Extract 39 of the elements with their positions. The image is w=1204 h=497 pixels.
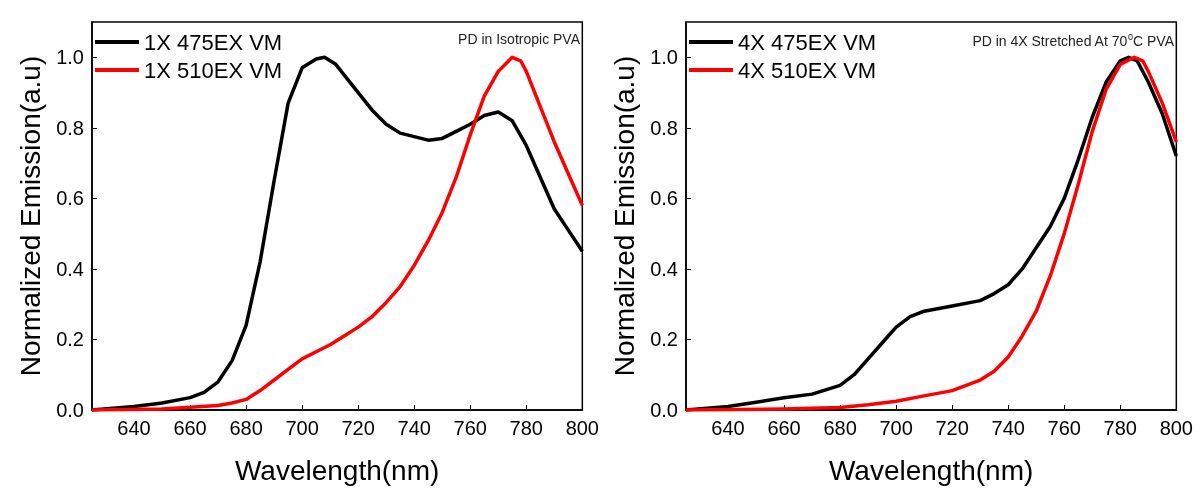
x-tick-label: 640	[117, 417, 151, 439]
x-tick-label: 800	[565, 417, 599, 439]
x-tick-label: 700	[879, 417, 913, 439]
x-tick-label: 680	[229, 417, 263, 439]
y-axis-title: Normalized Emission(a.u)	[14, 55, 46, 377]
x-tick-label: 780	[509, 417, 543, 439]
x-tick-label: 740	[991, 417, 1025, 439]
x-tick-label: 720	[935, 417, 969, 439]
x-axis-title: Wavelength(nm)	[234, 454, 440, 486]
y-tick-label: 0.8	[56, 116, 84, 139]
y-axis-title: Normalized Emission(a.u)	[608, 55, 640, 377]
y-tick-label: 0.0	[56, 399, 84, 421]
x-tick-label: 760	[1047, 417, 1081, 439]
annotation: PD in Isotropic PVA	[458, 31, 581, 47]
y-tick-label: 0.6	[56, 187, 84, 210]
y-tick-label: 0.4	[56, 257, 84, 280]
x-axis-title: Wavelength(nm)	[828, 454, 1034, 486]
legend-label: 1X 510EX VM	[144, 57, 283, 83]
x-tick-label: 740	[397, 417, 431, 439]
x-tick-label: 660	[767, 417, 801, 439]
x-tick-label: 700	[285, 417, 319, 439]
y-tick-label: 1.0	[650, 46, 678, 69]
x-tick-label: 660	[173, 417, 207, 439]
x-tick-label: 800	[1159, 417, 1193, 439]
y-tick-label: 0.2	[56, 328, 84, 351]
y-tick-label: 0.0	[650, 399, 678, 421]
x-tick-label: 760	[453, 417, 487, 439]
x-tick-label: 780	[1103, 417, 1137, 439]
legend-label: 1X 475EX VM	[144, 29, 283, 55]
x-tick-label: 680	[823, 417, 857, 439]
x-tick-label: 640	[711, 417, 745, 439]
y-tick-label: 1.0	[56, 46, 84, 69]
y-tick-label: 0.2	[650, 328, 678, 351]
x-tick-label: 720	[341, 417, 375, 439]
legend-label: 4X 510EX VM	[738, 57, 877, 83]
y-tick-label: 0.6	[650, 187, 678, 210]
legend-label: 4X 475EX VM	[738, 29, 877, 55]
y-tick-label: 0.8	[650, 116, 678, 139]
y-tick-label: 0.4	[650, 257, 678, 280]
